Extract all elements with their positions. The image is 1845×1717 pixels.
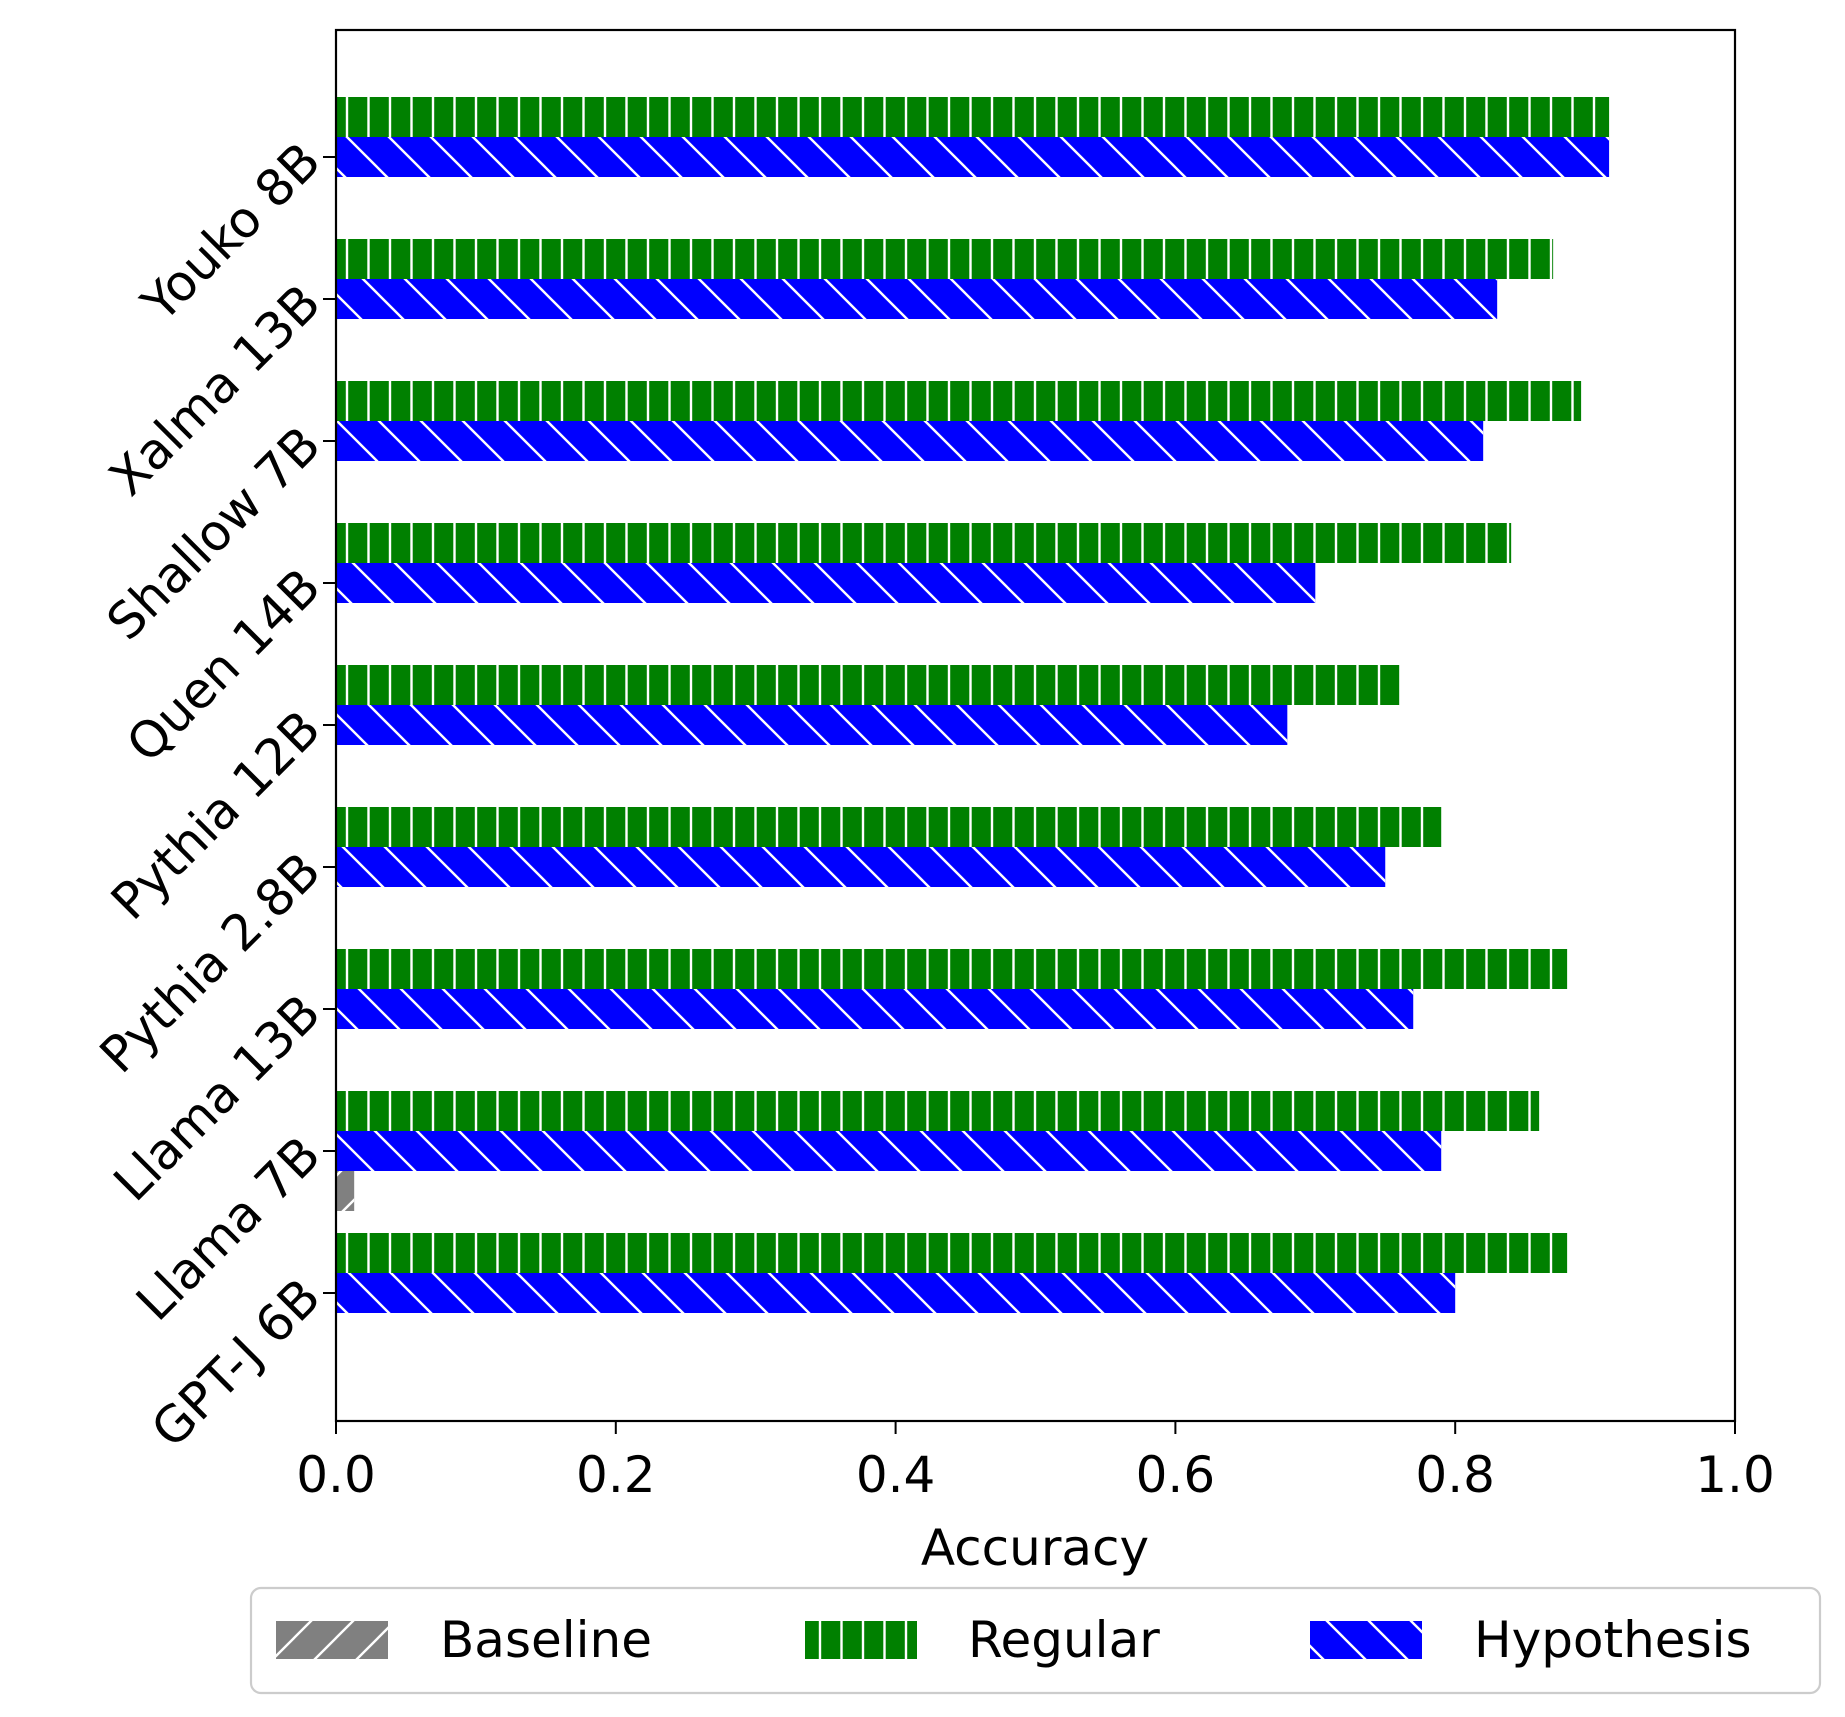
bar-hatch-hypothesis-quen-14b [336,563,1316,603]
legend-swatch-hatch-baseline [276,1621,388,1659]
x-tick-label: 0.0 [296,1446,376,1504]
x-axis: 0.0 0.2 0.4 0.6 0.8 1.0 [296,1421,1775,1504]
x-axis-label: Accuracy [921,1519,1149,1577]
bar-hatch-regular-quen-14b [336,523,1512,563]
legend-swatch-hatch-hypothesis [1310,1621,1422,1659]
bar-group [336,97,1610,1313]
bar-hatch-hypothesis-youko-8b [336,137,1610,177]
bar-hatch-regular-pythia-2-8b [336,807,1442,847]
x-tick-label: 0.2 [576,1446,656,1504]
bar-hatch-regular-shallow-7b [336,381,1582,421]
legend-label-hypothesis: Hypothesis [1474,1611,1752,1669]
bar-hatch-regular-gpt-j-6b [336,1233,1568,1273]
bar-hatch-hypothesis-xalma-13b [336,279,1498,319]
x-tick-label: 0.6 [1136,1446,1216,1504]
bar-hatch-hypothesis-llama-7b [336,1131,1442,1171]
legend: Baseline Regular Hypothesis [249,1586,1822,1695]
bar-hatch-hypothesis-pythia-2-8b [336,847,1386,887]
bar-hatch-regular-llama-13b [336,949,1568,989]
x-tick-label: 1.0 [1695,1446,1775,1504]
bar-hatch-regular-pythia-12b [336,665,1400,705]
legend-label-baseline: Baseline [440,1611,652,1669]
x-tick-label: 0.8 [1415,1446,1495,1504]
legend-frame [249,1586,1822,1695]
bar-hatch-hypothesis-llama-13b [336,989,1414,1029]
x-tick-label: 0.4 [856,1446,936,1504]
bar-hatch-hypothesis-shallow-7b [336,421,1484,461]
bar-hatch-regular-xalma-13b [336,239,1554,279]
bar-hatch-hypothesis-gpt-j-6b [336,1273,1456,1313]
legend-swatch-hatch-regular [805,1621,917,1659]
legend-label-regular: Regular [968,1611,1160,1669]
bar-hatch-baseline-llama-7b [336,1171,355,1211]
bar-hatch-regular-youko-8b [336,97,1610,137]
bar-hatch-hypothesis-pythia-12b [336,705,1288,745]
bar-hatch-regular-llama-7b [336,1091,1540,1131]
